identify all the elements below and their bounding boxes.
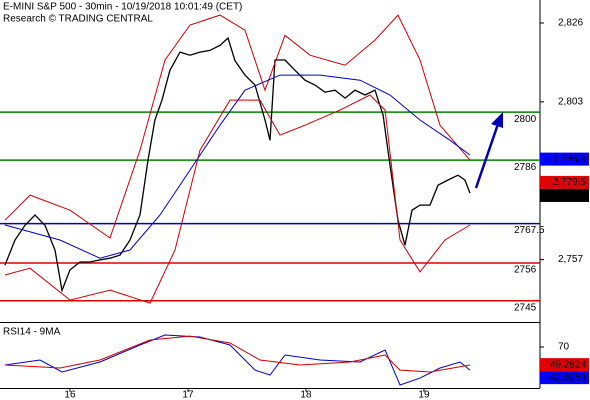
level-label: 2800	[514, 114, 537, 125]
price-label-text: 42.9259	[550, 372, 587, 383]
y-tick-label: 2,757	[558, 254, 583, 265]
price-label: 2,777	[540, 188, 589, 202]
price-label: 42.9259	[540, 371, 589, 385]
arrow-head	[491, 112, 503, 128]
forecast-arrow	[474, 112, 503, 189]
level-label: 2767.5	[514, 225, 545, 236]
x-tick-label: 18	[300, 390, 312, 400]
series-line	[4, 14, 471, 239]
arrow-shaft	[474, 123, 500, 189]
chart-title: E-MINI S&P 500 - 30min - 10/19/2018 10:0…	[3, 2, 242, 13]
x-tick-label: 16	[64, 390, 76, 400]
x-tick-label: 17	[182, 390, 194, 400]
price-label: 2,786.3	[540, 152, 589, 166]
series-line	[4, 74, 471, 259]
price-label: 49.2824	[540, 358, 589, 372]
price-label-text: 2,779.5	[553, 177, 587, 188]
chart-subtitle: Research © TRADING CENTRAL	[3, 14, 153, 25]
series-line	[4, 94, 471, 304]
level-label: 2756	[514, 265, 537, 276]
series-line	[4, 335, 471, 373]
y-tick-label: 2,803	[558, 96, 583, 107]
price-label-box	[540, 358, 589, 372]
series-line	[4, 36, 471, 293]
price-label-box	[540, 152, 589, 166]
price-label-box	[540, 175, 589, 189]
price-label-text: 2,777	[561, 190, 586, 201]
level-label: 2786	[514, 162, 537, 173]
x-tick-label: 19	[418, 390, 430, 400]
rsi-title: RSI14 - 9MA	[3, 327, 61, 338]
price-label-text: 49.2824	[550, 359, 587, 370]
y-tick-label: 70	[558, 342, 570, 353]
price-label: 2,779.5	[540, 175, 589, 189]
y-tick-label: 2,826	[558, 18, 583, 29]
level-label: 2745	[514, 302, 537, 313]
price-label-box	[540, 188, 589, 202]
price-label-text: 2,786.3	[553, 154, 587, 165]
price-label-box	[540, 371, 589, 385]
series-line	[4, 334, 471, 386]
